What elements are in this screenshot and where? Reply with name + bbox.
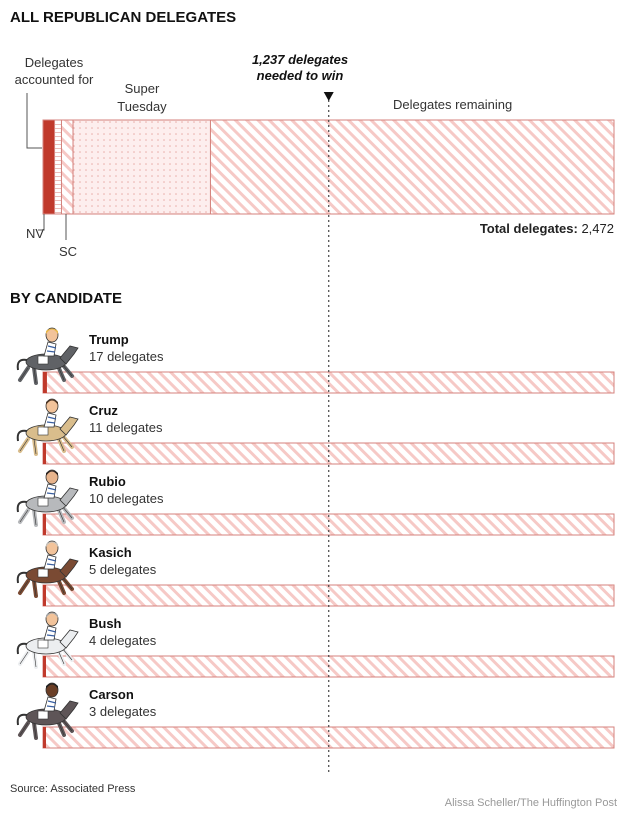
segment-delegates-remaining [209, 119, 615, 215]
accounted-leader [26, 93, 42, 149]
sc-label: SC [59, 244, 78, 259]
total-delegates-label: Total delegates: [479, 221, 578, 236]
remaining-label: Delegates remaining [393, 97, 513, 112]
candidate-delegate-count: 11 delegates [89, 420, 163, 435]
candidate-name: Trump [89, 332, 129, 347]
accounted-label-line1: Delegates [24, 55, 84, 70]
chart-title: ALL REPUBLICAN DELEGATES [10, 9, 237, 26]
accounted-label-line2: accounted for [14, 72, 94, 87]
candidate-delegate-count: 3 delegates [89, 704, 157, 719]
horse-jockey-icon [16, 398, 79, 456]
accounted-label: Delegates accounted for [2, 54, 106, 88]
horse-jockey-icon [16, 469, 79, 527]
source-note: Source: Associated Press [10, 783, 136, 795]
horse-jockey-icon [16, 682, 79, 740]
top-bar [42, 119, 615, 215]
credit-note: Alissa Scheller/The Huffington Post [444, 797, 617, 809]
candidate-bar-fill [43, 514, 46, 535]
threshold-label: 1,237 delegates needed to win [232, 52, 368, 84]
total-delegates-value: 2,472 [581, 221, 614, 236]
segment-super-tuesday [72, 119, 211, 215]
candidate-delegate-count: 10 delegates [89, 491, 164, 506]
candidate-bar-fill [43, 443, 46, 464]
horse-jockey-icon [16, 611, 79, 669]
nv-leader [38, 214, 45, 231]
candidate-name: Bush [89, 616, 122, 631]
segment-nv [54, 119, 62, 215]
candidate-delegate-count: 17 delegates [89, 349, 164, 364]
section-title: BY CANDIDATE [10, 290, 122, 307]
horse-jockey-icon [16, 327, 79, 385]
candidate-bars [42, 371, 615, 749]
candidate-bar-fill [43, 656, 46, 677]
segment-sc [60, 119, 74, 215]
candidate-name: Carson [89, 687, 134, 702]
candidate-name: Kasich [89, 545, 132, 560]
threshold-label-line1: 1,237 delegates [251, 52, 349, 67]
super-tuesday-line1: Super [124, 81, 160, 96]
segment-delegates-accounted-for [42, 119, 56, 215]
super-tuesday-label: Super Tuesday [100, 80, 184, 116]
candidate-delegate-count: 5 delegates [89, 562, 157, 577]
candidate-bar-fill [43, 585, 46, 606]
threshold-label-line2: needed to win [256, 68, 344, 83]
total-delegates: Total delegates: 2,472 [480, 221, 614, 236]
horses [16, 327, 79, 740]
candidate-name: Cruz [89, 403, 118, 418]
candidate-name: Rubio [89, 474, 126, 489]
threshold-marker [323, 92, 334, 101]
candidate-bar-fill [43, 727, 46, 748]
super-tuesday-line2: Tuesday [117, 99, 167, 114]
horse-jockey-icon [16, 540, 79, 598]
candidate-bar-fill [43, 372, 47, 393]
leader-lines [26, 93, 67, 240]
candidate-delegate-count: 4 delegates [89, 633, 157, 648]
